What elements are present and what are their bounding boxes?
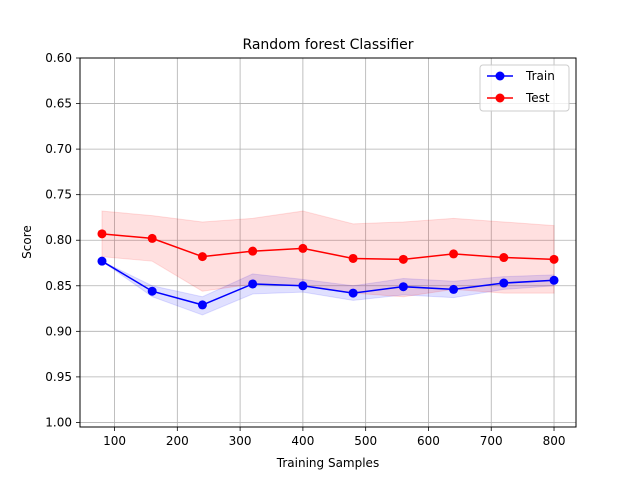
series-lines — [101, 233, 555, 306]
x-tick-label: 500 — [354, 434, 377, 448]
point-test — [147, 233, 157, 243]
y-axis-ticks: 0.60 0.65 0.70 0.75 0.80 0.85 0.90 0.95 1.00 — [45, 51, 80, 429]
y-tick-label: 0.60 — [45, 51, 72, 65]
x-tick-label: 700 — [480, 434, 503, 448]
x-axis-label: Training Samples — [276, 456, 379, 470]
point-train — [298, 281, 308, 291]
series-line-train — [101, 260, 555, 306]
series-markers — [97, 229, 559, 310]
y-tick-label: 0.95 — [45, 370, 72, 384]
y-tick-label: 1.00 — [45, 415, 72, 429]
point-test — [298, 243, 308, 253]
legend-label-test: Test — [525, 91, 550, 105]
legend-label-train: Train — [525, 69, 555, 83]
point-train — [499, 278, 509, 288]
legend: Train Test — [479, 64, 570, 112]
point-train — [398, 282, 408, 292]
y-tick-label: 0.75 — [45, 188, 72, 202]
point-test — [499, 253, 509, 263]
point-train — [147, 286, 157, 296]
point-train — [97, 256, 107, 266]
series-line-test — [101, 233, 555, 261]
legend-marker-test — [495, 93, 505, 103]
y-tick-label: 0.80 — [45, 233, 72, 247]
x-tick-label: 800 — [543, 434, 566, 448]
legend-marker-train — [495, 71, 505, 81]
y-tick-label: 0.65 — [45, 97, 72, 111]
point-test — [97, 229, 107, 239]
x-axis-ticks: 100 200 300 400 500 600 700 800 — [103, 427, 565, 448]
chart-title: Random forest Classifier — [242, 37, 413, 53]
x-tick-label: 400 — [291, 434, 314, 448]
y-tick-label: 0.70 — [45, 142, 72, 156]
point-train — [248, 279, 258, 289]
point-train — [197, 300, 207, 310]
y-tick-label: 0.85 — [45, 279, 72, 293]
point-train — [449, 284, 459, 294]
point-train — [348, 288, 358, 298]
x-tick-label: 200 — [166, 434, 189, 448]
plot-frame — [79, 57, 577, 428]
x-tick-label: 300 — [229, 434, 252, 448]
y-tick-label: 0.90 — [45, 324, 72, 338]
point-test — [549, 254, 559, 264]
x-tick-label: 100 — [103, 434, 126, 448]
point-test — [197, 252, 207, 262]
y-axis-label: Score — [20, 225, 34, 259]
x-tick-label: 600 — [417, 434, 440, 448]
point-test — [449, 249, 459, 259]
point-test — [248, 246, 258, 256]
point-train — [549, 275, 559, 285]
legend-box — [479, 64, 570, 112]
point-test — [398, 254, 408, 264]
point-test — [348, 253, 358, 263]
